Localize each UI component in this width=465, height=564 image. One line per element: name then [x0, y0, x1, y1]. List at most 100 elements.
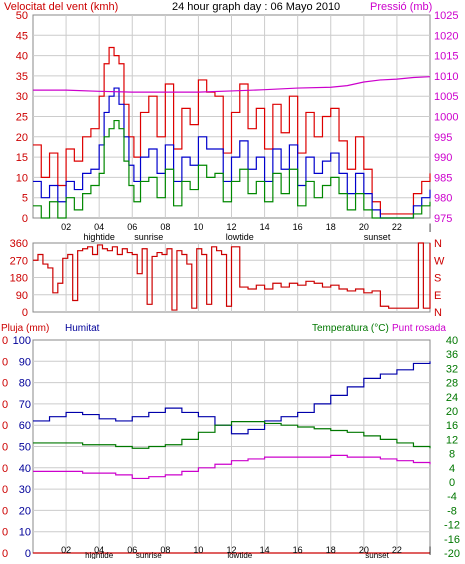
wind-x-tick: 08 — [160, 222, 170, 232]
temperature-label: Temperatura (°C) — [312, 323, 389, 334]
direction-compass-tick: S — [434, 273, 441, 285]
wind-speed-tick: 40 — [16, 51, 28, 63]
wind-x-tick: 22 — [392, 222, 402, 232]
temperature-tick: 0 — [449, 477, 455, 489]
wind-x-tick: 14 — [260, 222, 270, 232]
temp-event-sunrise: sunrise — [136, 551, 162, 559]
rain-tick: 0 — [2, 463, 8, 475]
direction-degree-tick: 360 — [10, 238, 28, 250]
temperature-tick: 28 — [446, 378, 458, 390]
direction-compass-tick: E — [434, 290, 441, 302]
humidity-tick: 60 — [19, 420, 31, 432]
direction-compass-tick: N — [434, 238, 442, 250]
temp-x-tick: 16 — [293, 545, 303, 555]
direction-degree-tick: 270 — [10, 255, 28, 267]
temperature-tick: 36 — [446, 349, 458, 361]
humidity-tick: 100 — [13, 335, 31, 347]
rain-tick: 0 — [2, 356, 8, 368]
wind-speed-tick: 30 — [16, 91, 28, 103]
direction-compass-tick: N — [434, 307, 442, 319]
wind-series-pressure — [33, 76, 431, 93]
temp-x-tick: | — [429, 545, 431, 555]
pressure-tick: 995 — [434, 132, 452, 144]
wind-x-tick: | — [429, 222, 431, 232]
temp-x-tick: 04 — [94, 545, 104, 555]
temperature-tick: 4 — [449, 463, 455, 475]
wind-event-sunrise: sunrise — [134, 232, 163, 242]
rain-label: Pluja (mm) — [1, 323, 49, 334]
pressure-tick: 980 — [434, 193, 452, 205]
pressure-tick: 1010 — [434, 71, 458, 83]
pressure-tick: 990 — [434, 152, 452, 164]
wind-x-tick: 12 — [226, 222, 236, 232]
wind-x-tick: 04 — [94, 222, 104, 232]
wind-x-tick: 18 — [326, 222, 336, 232]
humidity-tick: 30 — [19, 484, 31, 496]
wind-speed-tick: 45 — [16, 30, 28, 42]
wind-speed-tick: 25 — [16, 112, 28, 124]
temperature-tick: 16 — [446, 420, 458, 432]
wind-speed-tick: 20 — [16, 132, 28, 144]
pressure-tick: 985 — [434, 172, 452, 184]
humidity-tick: 50 — [19, 442, 31, 454]
temp-x-tick: 10 — [193, 545, 203, 555]
pressure-tick: 1025 — [434, 10, 458, 22]
wind-series-low — [33, 119, 431, 219]
rain-tick: 0 — [2, 484, 8, 496]
wind-event-lowtide: lowtide — [226, 232, 254, 242]
temp-x-tick: 02 — [61, 545, 71, 555]
wind-event-sunset: sunset — [364, 232, 391, 242]
rain-tick: 0 — [2, 378, 8, 390]
pressure-tick: 1000 — [434, 112, 458, 124]
humidity-tick: 0 — [25, 548, 31, 559]
rain-tick: 0 — [2, 335, 8, 347]
wind-event-hightide: hightide — [83, 232, 115, 242]
direction-degree-tick: 90 — [16, 290, 28, 302]
temp-x-tick: 22 — [392, 545, 402, 555]
wind-x-tick: 10 — [193, 222, 203, 232]
temperature-tick: 20 — [446, 406, 458, 418]
pressure-tick: 975 — [434, 213, 452, 225]
temperature-tick: 8 — [449, 449, 455, 461]
temp-series-puntrosada — [33, 454, 431, 480]
humidity-tick: 20 — [19, 505, 31, 517]
temperature-tick: 32 — [446, 363, 458, 375]
temp-x-tick: 18 — [326, 545, 336, 555]
rain-tick: 0 — [2, 399, 8, 411]
temperature-tick: -4 — [447, 491, 457, 503]
humidity-tick: 70 — [19, 399, 31, 411]
wind-x-tick: 20 — [359, 222, 369, 232]
wind-speed-tick: 5 — [22, 193, 28, 205]
rain-tick: 0 — [2, 548, 8, 559]
temp-x-tick: 08 — [160, 545, 170, 555]
wind-speed-tick: 35 — [16, 71, 28, 83]
panels-layer: 0510152025303540455097598098599099510001… — [2, 10, 460, 560]
graph-day-title: 24 hour graph day : 06 Mayo 2010 — [172, 1, 340, 13]
temp-event-sunset: sunset — [365, 551, 389, 559]
pressure-title: Pressió (mb) — [370, 1, 432, 13]
humidity-tick: 40 — [19, 463, 31, 475]
temperature-tick: -20 — [444, 548, 460, 559]
wind-speed-tick: 0 — [22, 213, 28, 225]
temp-series-humitat — [33, 361, 431, 435]
wind-x-tick: 02 — [61, 222, 71, 232]
pressure-tick: 1015 — [434, 51, 458, 63]
direction-degree-tick: 0 — [22, 307, 28, 319]
temp-x-tick: 14 — [260, 545, 270, 555]
temperature-tick: 24 — [446, 392, 458, 404]
wind-speed-tick: 10 — [16, 172, 28, 184]
temperature-tick: -12 — [444, 520, 460, 532]
direction-series — [33, 242, 431, 311]
wind-x-tick: 06 — [127, 222, 137, 232]
temp-event-hightide: hightide — [85, 551, 114, 559]
humidity-tick: 80 — [19, 378, 31, 390]
temp-x-tick: 20 — [359, 545, 369, 555]
humidity-tick: 90 — [19, 356, 31, 368]
direction-degree-tick: 180 — [10, 273, 28, 285]
wind-speed-tick: 15 — [16, 152, 28, 164]
wind-speed-title: Velocitat del vent (kmh) — [4, 1, 118, 13]
temperature-tick: -16 — [444, 534, 460, 546]
rain-tick: 0 — [2, 442, 8, 454]
